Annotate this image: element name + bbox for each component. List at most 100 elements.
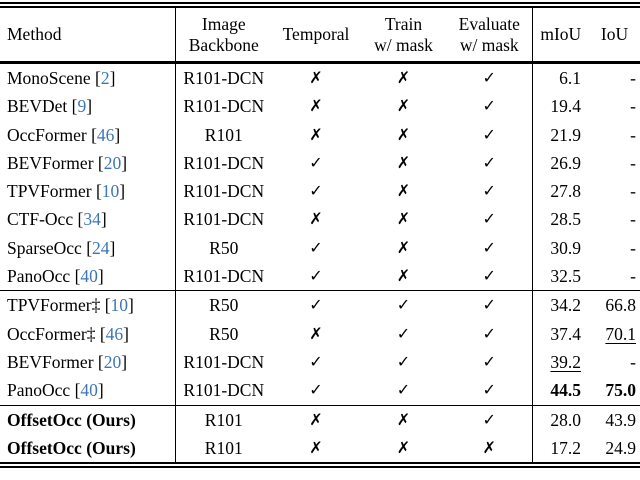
- table-row: OccFormer‡ [46] R50 ✗ ✓ ✓ 37.4 70.1: [0, 319, 640, 348]
- iou-cell: -: [589, 149, 640, 177]
- train-mask-cell: ✓: [360, 291, 447, 320]
- col-header-temporal-label: Temporal: [282, 24, 350, 44]
- col-header-backbone: Image Backbone: [175, 8, 272, 64]
- check-icon: ✓: [309, 266, 323, 286]
- table-row: PanoOcc [40] R101-DCN ✓ ✓ ✓ 44.5 75.0: [0, 376, 640, 406]
- method-cell: BEVFormer [20]: [0, 347, 176, 377]
- miou-cell: 19.4: [532, 92, 589, 120]
- metric-value: 34.2: [550, 295, 581, 316]
- temporal-cell: ✗: [272, 434, 360, 462]
- cross-icon: ✗: [396, 124, 411, 144]
- iou-cell: -: [589, 262, 640, 291]
- iou-cell: 75.0: [589, 376, 640, 405]
- backbone-cell: R101-DCN: [183, 96, 265, 117]
- citation-link[interactable]: [20]: [93, 351, 128, 372]
- eval-mask-cell: ✓: [447, 262, 533, 291]
- metric-value: 75.0: [605, 380, 636, 401]
- method-cell: OffsetOcc (Ours): [0, 405, 176, 434]
- cross-icon: ✗: [396, 181, 411, 201]
- citation-link[interactable]: [10]: [100, 295, 134, 316]
- cross-icon: ✗: [309, 124, 323, 144]
- table-top-rule: [0, 2, 640, 8]
- temporal-cell: ✗: [272, 63, 360, 93]
- method-name: OccFormer: [7, 124, 87, 145]
- results-table: Method Image Backbone Temporal Train w/ …: [0, 8, 640, 463]
- iou-cell: -: [589, 63, 640, 93]
- metric-value: 26.9: [550, 152, 581, 173]
- metric-value: 17.2: [550, 437, 581, 458]
- check-icon: ✓: [482, 181, 496, 201]
- cross-icon: ✗: [309, 409, 323, 429]
- train-mask-cell: ✗: [360, 149, 447, 177]
- backbone-cell: R101: [204, 437, 243, 458]
- cross-icon: ✗: [309, 68, 323, 87]
- backbone-cell: R101: [204, 124, 243, 145]
- train-mask-cell: ✗: [360, 262, 447, 291]
- miou-cell: 6.1: [532, 63, 589, 93]
- check-icon: ✓: [482, 68, 496, 87]
- citation-number[interactable]: 40: [80, 380, 98, 401]
- citation-link[interactable]: [46]: [86, 124, 121, 145]
- citation-number[interactable]: 20: [103, 351, 122, 372]
- table-row: OffsetOcc (Ours) R101 ✗ ✗ ✗ 17.2 24.9: [0, 433, 640, 463]
- citation-link[interactable]: [9]: [67, 96, 93, 117]
- backbone-cell: R101-DCN: [183, 380, 265, 401]
- cross-icon: ✗: [396, 437, 411, 457]
- metric-value: -: [630, 266, 636, 287]
- metric-value: -: [630, 152, 636, 173]
- metric-value: 27.8: [550, 181, 581, 202]
- col-header-backbone-line1: Image: [201, 13, 246, 34]
- table-row: BEVFormer [20] R101-DCN ✓ ✗ ✓ 26.9 -: [0, 148, 640, 178]
- citation-link[interactable]: [40]: [70, 266, 104, 287]
- cross-icon: ✗: [309, 209, 323, 229]
- train-mask-cell: ✗: [360, 405, 447, 434]
- col-header-eval-line2: w/ mask: [459, 34, 519, 55]
- col-header-miou-label: mIoU: [540, 24, 582, 44]
- citation-number[interactable]: 34: [83, 209, 101, 230]
- eval-mask-cell: ✓: [447, 347, 533, 377]
- citation-number[interactable]: 20: [103, 152, 122, 173]
- citation-number[interactable]: 9: [77, 96, 87, 117]
- miou-cell: 39.2: [532, 348, 589, 376]
- eval-mask-cell: ✓: [447, 205, 533, 234]
- citation-link[interactable]: [10]: [91, 181, 126, 202]
- cross-icon: ✗: [309, 437, 323, 457]
- citation-link[interactable]: [24]: [81, 237, 116, 258]
- citation-number[interactable]: 10: [110, 295, 129, 316]
- temporal-cell: ✗: [272, 320, 360, 348]
- eval-mask-cell: ✓: [447, 233, 533, 263]
- citation-number[interactable]: 10: [101, 181, 120, 202]
- method-name: MonoScene: [7, 68, 91, 88]
- method-name: OccFormer‡: [7, 323, 96, 344]
- table-row: PanoOcc [40] R101-DCN ✓ ✗ ✓ 32.5 -: [0, 262, 640, 291]
- method-cell: BEVDet [9]: [0, 92, 176, 121]
- check-icon: ✓: [482, 409, 496, 429]
- backbone-cell: R101: [204, 409, 243, 430]
- citation-number[interactable]: 2: [100, 68, 110, 88]
- method-name: OffsetOcc (Ours): [7, 409, 136, 430]
- citation-number[interactable]: 46: [105, 323, 124, 344]
- cross-icon: ✗: [396, 96, 411, 116]
- table-row: BEVDet [9] R101-DCN ✗ ✗ ✓ 19.4 -: [0, 92, 640, 121]
- backbone-cell: R101-DCN: [183, 68, 265, 88]
- check-icon: ✓: [482, 209, 496, 229]
- cross-icon: ✗: [396, 237, 411, 257]
- cross-icon: ✗: [396, 409, 411, 429]
- check-icon: ✓: [309, 237, 323, 257]
- check-icon: ✓: [396, 323, 411, 343]
- backbone-cell: R101-DCN: [183, 152, 265, 173]
- citation-number[interactable]: 24: [92, 237, 110, 258]
- miou-cell: 28.5: [532, 205, 589, 233]
- citation-number[interactable]: 46: [96, 124, 115, 145]
- citation-link[interactable]: [34]: [73, 209, 107, 230]
- temporal-cell: ✓: [272, 234, 360, 262]
- citation-link[interactable]: [2]: [90, 68, 116, 88]
- col-header-iou-label: IoU: [600, 24, 629, 44]
- train-mask-cell: ✗: [360, 92, 447, 120]
- temporal-cell: ✓: [272, 291, 360, 320]
- citation-number[interactable]: 40: [80, 266, 98, 287]
- temporal-cell: ✗: [272, 92, 360, 120]
- citation-link[interactable]: [40]: [70, 380, 104, 401]
- citation-link[interactable]: [46]: [95, 323, 129, 344]
- citation-link[interactable]: [20]: [93, 152, 128, 173]
